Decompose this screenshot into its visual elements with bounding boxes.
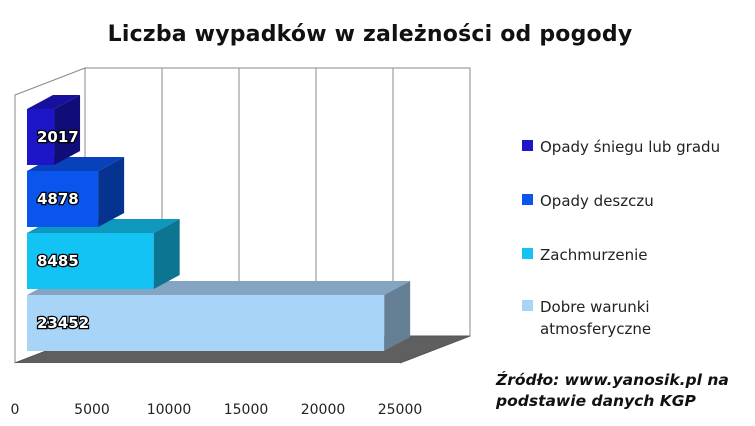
data-label: 4878 — [37, 190, 79, 208]
chart-title: Liczba wypadków w zależności od pogody — [107, 22, 633, 47]
legend-label-rain: Opady deszczu — [540, 192, 654, 210]
bar — [27, 233, 154, 289]
legend-swatch-snow — [522, 140, 533, 151]
bar-side — [153, 219, 180, 289]
bar-side — [98, 157, 125, 227]
legend-item-clouds: Zachmurzenie — [522, 244, 648, 266]
source-note: Źródło: www.yanosik.pl na podstawie dany… — [496, 371, 729, 410]
legend-label-clouds: Zachmurzenie — [540, 246, 648, 264]
legend-item-snow: Opady śniegu lub gradu — [522, 136, 720, 158]
x-tick-label: 5000 — [74, 402, 110, 418]
x-tick-label: 25000 — [378, 402, 423, 418]
legend-swatch-good-weather — [522, 300, 533, 311]
bar — [27, 171, 99, 227]
bar — [27, 295, 385, 351]
x-tick-label: 15000 — [224, 402, 269, 418]
chart-floor-edge-cover — [15, 363, 400, 383]
legend-label-snow: Opady śniegu lub gradu — [540, 138, 721, 156]
bar — [27, 109, 55, 165]
legend-item-good-weather: Dobre warunki atmosferyczne — [522, 296, 745, 340]
legend-item-rain: Opady deszczu — [522, 190, 654, 212]
x-tick-label: 20000 — [301, 402, 346, 418]
x-tick-label: 10000 — [147, 402, 192, 418]
legend-label-good-weather: Dobre warunki atmosferyczne — [540, 298, 652, 338]
bar-side — [54, 95, 81, 165]
legend-swatch-rain — [522, 194, 533, 205]
legend-swatch-clouds — [522, 248, 533, 259]
bar-top — [27, 95, 81, 109]
data-label: 2017 — [37, 128, 79, 146]
x-tick-label: 0 — [11, 402, 20, 418]
bar-side — [384, 281, 411, 351]
data-label: 23452 — [37, 314, 89, 332]
data-label: 8485 — [37, 252, 79, 270]
